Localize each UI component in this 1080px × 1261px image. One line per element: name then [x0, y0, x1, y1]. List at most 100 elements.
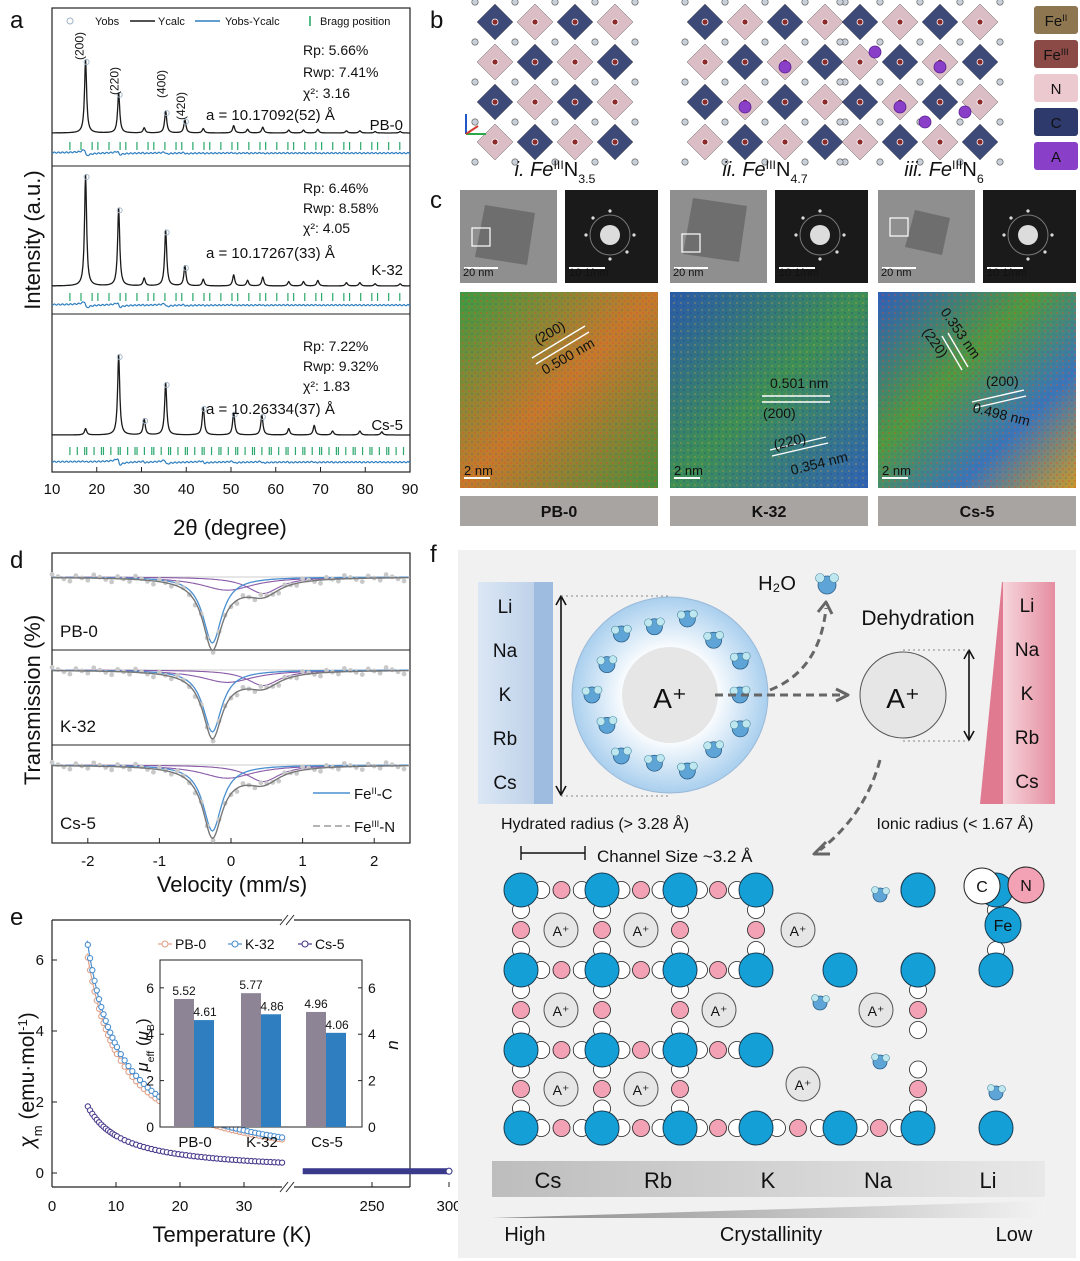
- rp-value: Rp: 5.66%: [303, 42, 368, 58]
- n-atom: [709, 1119, 727, 1137]
- hydrogen: [815, 573, 825, 583]
- yobs-point: [116, 91, 123, 98]
- cage-cation-label: A⁺: [711, 1003, 728, 1019]
- cage-cation: [701, 992, 737, 1028]
- hydrated-ion: Cs: [493, 773, 516, 794]
- data-point: [174, 580, 180, 586]
- bare-cation-label: A⁺: [886, 683, 919, 714]
- data-point: [258, 684, 264, 689]
- fft-spot: [801, 216, 805, 220]
- hydrogen: [596, 656, 606, 665]
- n-atom: [721, 78, 729, 86]
- x-tick-label: 40: [178, 481, 195, 498]
- n-atom: [681, 0, 689, 6]
- chi-point: [129, 1068, 136, 1075]
- text-part: Fe: [354, 786, 372, 803]
- n-atom: [471, 0, 479, 6]
- data-point: [401, 578, 407, 584]
- n-atom: [956, 78, 964, 86]
- data-point: [365, 761, 371, 767]
- assembly-arrow: [819, 759, 882, 852]
- chi-point: [278, 1134, 286, 1141]
- data-point: [109, 579, 115, 585]
- cage-cation: [858, 992, 894, 1028]
- dehydration-label: Dehydration: [861, 607, 974, 630]
- n-atom: [876, 118, 884, 126]
- hydrogen: [611, 747, 620, 757]
- data-point: [115, 667, 121, 672]
- data-point: [276, 682, 282, 688]
- x-tick-label: 30: [133, 481, 150, 498]
- chi-point: [91, 977, 98, 984]
- fe2-singlet: [52, 576, 409, 644]
- water-molecule: [677, 609, 698, 628]
- fe-atom: [738, 872, 774, 908]
- yobs-point: [163, 382, 170, 388]
- fft-spot: [835, 250, 839, 254]
- fft-scalebar-label: 10 1/nm: [779, 267, 819, 279]
- data-point: [73, 761, 79, 767]
- x-tick-label: 30: [236, 1198, 253, 1215]
- inset-y2-title: n: [383, 1040, 402, 1049]
- n-atom: [591, 38, 599, 46]
- sample-name: K-32: [752, 504, 787, 521]
- text-part: Fe: [1043, 47, 1061, 64]
- data-point: [174, 768, 180, 774]
- data-point: [210, 838, 216, 843]
- mu-eff-bar: [306, 1011, 326, 1127]
- data-point: [91, 572, 97, 578]
- legend-n-atom: [1007, 866, 1045, 904]
- crystal-structure-1: [471, 0, 639, 166]
- hydrogen: [741, 719, 751, 729]
- hydrogen: [623, 624, 632, 634]
- legend-marker: [231, 940, 239, 948]
- n-atom: [591, 118, 599, 126]
- fft-spot: [584, 233, 588, 237]
- n-atom: [591, 0, 599, 6]
- fe-atom: [584, 1110, 620, 1146]
- chi-point: [125, 1062, 132, 1070]
- data-point: [234, 692, 240, 698]
- n-atom: [593, 921, 611, 939]
- rp-value: Rp: 7.22%: [303, 338, 368, 354]
- ycalc-line: [51, 174, 411, 287]
- n-bar: [326, 1032, 346, 1127]
- data-point: [133, 666, 138, 672]
- n-atom: [721, 0, 729, 6]
- cage-cation: [623, 912, 659, 948]
- text-part: B: [145, 1024, 157, 1031]
- hydrogen: [596, 717, 606, 726]
- fe-center: [571, 98, 579, 106]
- arrow-head: [555, 785, 567, 796]
- cage-cation-label: A⁺: [553, 1003, 570, 1019]
- text-part: ii. Fe: [722, 159, 765, 181]
- fe-atom: [584, 1032, 620, 1068]
- inset-y-tick-label: 6: [146, 980, 154, 996]
- text-part: III: [372, 819, 380, 829]
- fe-center: [491, 18, 499, 26]
- nanocube: [475, 205, 535, 265]
- hydrogen: [871, 1053, 879, 1061]
- data-point: [109, 672, 115, 678]
- n-atom: [552, 1041, 571, 1059]
- ycalc-line: [51, 354, 411, 436]
- data-point: [401, 766, 407, 772]
- n-atom: [511, 158, 519, 166]
- fe-center: [741, 138, 749, 146]
- fe-center: [896, 18, 904, 26]
- data-point: [324, 667, 329, 673]
- panel-label-b: b: [430, 7, 443, 34]
- n-atom: [909, 1080, 927, 1098]
- data-point: [359, 579, 365, 585]
- data-point: [91, 665, 97, 671]
- text-part: μ: [133, 1062, 152, 1073]
- data-point: [240, 593, 246, 598]
- x-tick-label: 80: [357, 481, 374, 498]
- fe-center: [571, 58, 579, 66]
- cage-cation: [785, 1066, 821, 1102]
- x-axis-title: 2θ (degree): [173, 515, 287, 540]
- data-point: [324, 763, 329, 768]
- n-atom: [996, 78, 1004, 86]
- fringe-label: (200): [986, 373, 1019, 389]
- n-atom: [789, 1119, 807, 1137]
